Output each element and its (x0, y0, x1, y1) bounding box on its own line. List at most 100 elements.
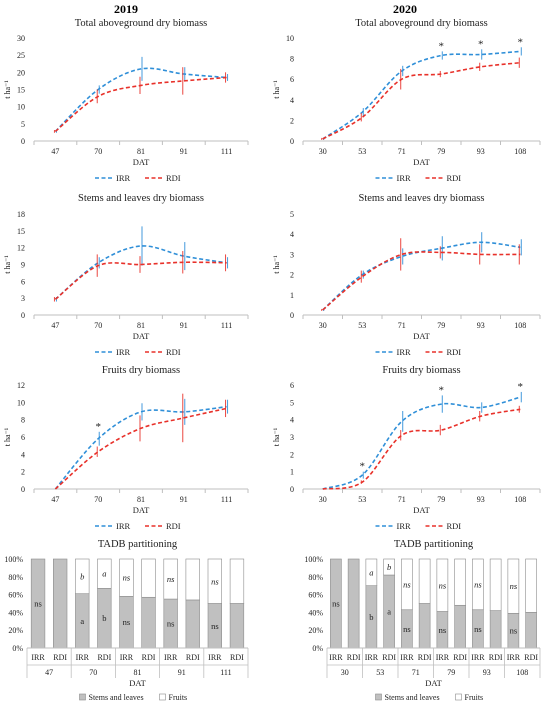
legend-label-irr: IRR (116, 173, 131, 183)
treatment-label: RDI (382, 653, 396, 662)
x-tick-label: 30 (319, 495, 327, 504)
y-tick-label: 100% (4, 555, 23, 564)
chart-partitioning-2020: TADB partitioning 0% 20% 40% 60% 80% 100% ns IRR… (304, 539, 541, 702)
chart-fruits-2020: Fruits dry biomass 0 1 2 3 4 5 6 30 53 71 79 93 108 DA… (272, 365, 541, 531)
y-tick-label: 40% (8, 608, 23, 617)
bar-fruits (185, 558, 200, 601)
stems-significance-label: ns (510, 626, 518, 636)
bar-fruits (454, 558, 466, 606)
fruits-significance-label: ns (167, 574, 175, 584)
y-axis-title: t ha⁻¹ (3, 80, 12, 99)
legend-label-irr: IRR (116, 347, 131, 357)
chart-title: Fruits dry biomass (382, 365, 460, 376)
x-tick-label: 81 (137, 147, 145, 156)
chart-title: Stems and leaves dry biomass (78, 193, 204, 204)
y-tick-label: 12 (17, 244, 25, 253)
fruits-significance-label: ns (439, 580, 447, 590)
bar-stems-leaves (229, 603, 245, 649)
fruits-significance-label: ns (123, 573, 131, 583)
chart-title: Fruits dry biomass (102, 365, 180, 376)
treatment-label: RDI (142, 653, 156, 662)
significance-mark: * (478, 38, 484, 50)
x-tick-label: 108 (514, 495, 526, 504)
chart-title: TADB partitioning (394, 539, 474, 550)
y-tick-label: 6 (290, 381, 294, 390)
y-tick-label: 100% (304, 555, 323, 564)
y-tick-label: 20 (17, 68, 25, 77)
group-label: 93 (483, 668, 491, 677)
x-axis-title: DAT (133, 331, 150, 341)
y-tick-label: 3 (21, 294, 25, 303)
bar-stems-leaves (525, 612, 537, 649)
fruits-significance-label: ns (510, 581, 518, 591)
legend-label-rdi: RDI (447, 173, 462, 183)
x-tick-label: 111 (221, 495, 232, 504)
y-axis-title: t ha⁻¹ (272, 255, 281, 274)
y-tick-label: 30 (17, 34, 25, 43)
y-tick-label: 0 (290, 137, 294, 146)
y-tick-label: 25 (17, 51, 25, 60)
year-title-2020: 2020 (393, 2, 417, 16)
significance-mark: * (439, 384, 445, 396)
bar-fruits (75, 558, 90, 595)
x-tick-label: 70 (94, 321, 102, 330)
fruits-significance-label: ns (403, 579, 411, 589)
treatment-label: IRR (436, 653, 450, 662)
x-axis-title: DAT (413, 157, 430, 167)
x-tick-label: 30 (319, 321, 327, 330)
bar-stems-leaves (52, 558, 68, 649)
y-tick-label: 2 (290, 271, 294, 280)
bar-fruits (207, 558, 223, 604)
group-label: 71 (412, 668, 420, 677)
significance-mark: * (518, 381, 524, 393)
legend-label-irr: IRR (397, 521, 412, 531)
y-tick-label: 2 (290, 450, 294, 459)
stems-significance-label: ns (211, 621, 219, 631)
bar-fruits (489, 558, 502, 611)
y-axis-title: t ha⁻¹ (3, 427, 12, 446)
year-title-2019: 2019 (114, 2, 138, 16)
y-axis-title: t ha⁻¹ (272, 427, 281, 446)
fruits-significance-label: ns (211, 576, 219, 586)
y-tick-label: 1 (290, 468, 294, 477)
legend-swatch-fruits (455, 693, 462, 701)
stems-significance-label: b (369, 612, 373, 622)
y-tick-label: 60% (8, 591, 23, 600)
y-tick-label: 12 (17, 381, 25, 390)
legend-label-fruits: Fruits (169, 693, 188, 702)
legend-swatch-stems (375, 693, 382, 701)
y-tick-label: 5 (290, 210, 294, 219)
series-line-rdi (322, 61, 521, 140)
fruits-significance-label: ns (474, 579, 482, 589)
treatment-label: IRR (164, 653, 178, 662)
x-tick-label: 71 (398, 321, 406, 330)
bar-fruits (525, 558, 537, 613)
treatment-label: RDI (453, 653, 467, 662)
bar-stems-leaves (454, 604, 466, 649)
y-tick-label: 10 (17, 103, 25, 112)
x-tick-label: 91 (180, 147, 188, 156)
x-tick-label: 93 (477, 147, 485, 156)
treatment-label: IRR (120, 653, 134, 662)
chart-title: TADB partitioning (98, 539, 178, 550)
y-tick-label: 3 (290, 250, 294, 259)
treatment-label: IRR (400, 653, 414, 662)
x-tick-label: 108 (514, 147, 526, 156)
chart-title: Stems and leaves dry biomass (359, 193, 485, 204)
treatment-label: RDI (53, 653, 67, 662)
series-line-rdi (54, 76, 227, 133)
y-tick-label: 5 (290, 398, 294, 407)
bar-fruits (401, 558, 413, 611)
legend-label-rdi: RDI (447, 347, 462, 357)
y-tick-label: 4 (21, 450, 25, 459)
series-line-irr (322, 50, 521, 140)
stems-significance-label: ns (167, 619, 175, 629)
y-tick-label: 0 (21, 485, 25, 494)
bar-fruits (436, 558, 449, 612)
y-tick-label: 40% (308, 608, 323, 617)
group-label: 108 (516, 668, 528, 677)
x-tick-label: 108 (514, 321, 526, 330)
treatment-label: IRR (329, 653, 343, 662)
x-tick-label: 79 (437, 321, 445, 330)
